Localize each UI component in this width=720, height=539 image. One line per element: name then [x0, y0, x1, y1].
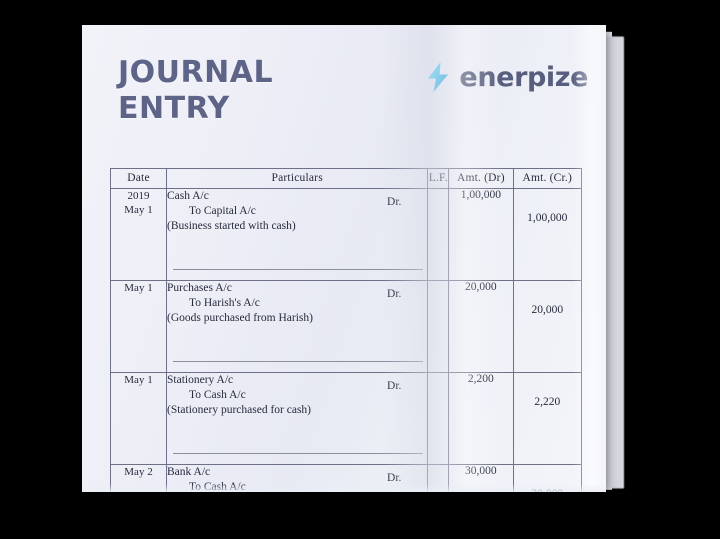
cell-lf — [427, 372, 450, 465]
cell-date: 2019 May 1 — [110, 188, 167, 281]
cell-particulars: Cash A/c To Capital A/c (Business starte… — [165, 188, 429, 281]
cell-lf — [427, 280, 450, 373]
entry-date-day: May 1 — [124, 374, 153, 386]
entry-separator-rule — [173, 453, 424, 454]
entry-narration: (Stationery purchased for cash) — [167, 404, 312, 416]
entry-separator-rule — [173, 361, 424, 362]
journal-entry-table: Date Particulars L.F. Amt. (Dr) Amt. (Cr… — [110, 168, 582, 492]
column-header-amount-dr: Amt. (Dr) — [448, 168, 514, 189]
entry-credit-account: To Cash A/c — [189, 389, 246, 401]
cell-lf — [427, 464, 450, 492]
column-header-lf: L.F. — [427, 168, 450, 189]
cell-date: May 1 — [110, 372, 167, 465]
entry-debit-account: Stationery A/c — [167, 374, 234, 386]
cell-amount-cr: 2,220 — [512, 372, 582, 465]
entry-date-year: 2019 — [127, 190, 150, 202]
table-header-row: Date Particulars L.F. Amt. (Dr) Amt. (Cr… — [110, 168, 582, 189]
cell-amount-cr: 20,000 — [512, 280, 582, 373]
entry-credit-account: To Capital A/c — [189, 205, 256, 217]
page-title: JOURNAL ENTRY — [118, 55, 273, 127]
brand-name: enerpize — [459, 61, 588, 93]
lightning-bolt-icon — [428, 62, 449, 92]
table-row: May 1 Stationery A/c To Cash A/c (Statio… — [110, 372, 582, 465]
document-header: JOURNAL ENTRY enerpize — [82, 25, 606, 153]
table-row: May 1 Purchases A/c To Harish's A/c (Goo… — [110, 280, 582, 373]
entry-date-day: May 1 — [124, 204, 153, 216]
table-row: May 2 Bank A/c To Cash A/c (Opened a ban… — [110, 464, 582, 492]
page-title-line-1: JOURNAL — [118, 55, 274, 90]
entry-date-day: May 2 — [124, 466, 153, 478]
cell-particulars: Stationery A/c To Cash A/c (Stationery p… — [165, 372, 429, 465]
cell-amount-dr: 2,200 — [448, 372, 514, 465]
entry-debit-account: Bank A/c — [167, 466, 211, 478]
column-header-amount-cr: Amt. (Cr.) — [512, 168, 582, 189]
column-header-date: Date — [110, 168, 167, 189]
column-header-particulars: Particulars — [165, 168, 429, 189]
page-title-line-2: ENTRY — [118, 91, 230, 126]
entry-debit-account: Cash A/c — [167, 190, 209, 202]
cell-particulars: Purchases A/c To Harish's A/c (Goods pur… — [165, 280, 429, 373]
brand-logo: enerpize — [425, 61, 588, 93]
cell-particulars: Bank A/c To Cash A/c (Opened a bank acco… — [165, 464, 429, 492]
entry-dr-marker: Dr. — [387, 472, 402, 484]
entry-separator-rule — [173, 269, 424, 270]
entry-dr-marker: Dr. — [387, 196, 402, 208]
cell-amount-cr: 1,00,000 — [512, 188, 582, 281]
cell-date: May 1 — [110, 280, 167, 373]
cell-amount-dr: 30,000 — [448, 464, 514, 492]
cell-lf — [427, 188, 450, 281]
entry-debit-account: Purchases A/c — [167, 282, 232, 294]
entry-credit-account: To Harish's A/c — [189, 297, 260, 309]
table-row: 2019 May 1 Cash A/c To Capital A/c (Busi… — [110, 188, 582, 281]
entry-dr-marker: Dr. — [387, 380, 402, 392]
cell-amount-dr: 20,000 — [448, 280, 514, 373]
entry-dr-marker: Dr. — [387, 288, 402, 300]
cell-date: May 2 — [110, 464, 167, 492]
cell-amount-dr: 1,00,000 — [448, 188, 514, 281]
cell-amount-cr: 30,000 — [512, 464, 582, 492]
entry-narration: (Business started with cash) — [167, 220, 296, 232]
entry-date-day: May 1 — [124, 282, 153, 294]
journal-entry-sheet: JOURNAL ENTRY enerpize — [82, 25, 606, 492]
entry-narration: (Goods purchased from Harish) — [167, 312, 313, 324]
